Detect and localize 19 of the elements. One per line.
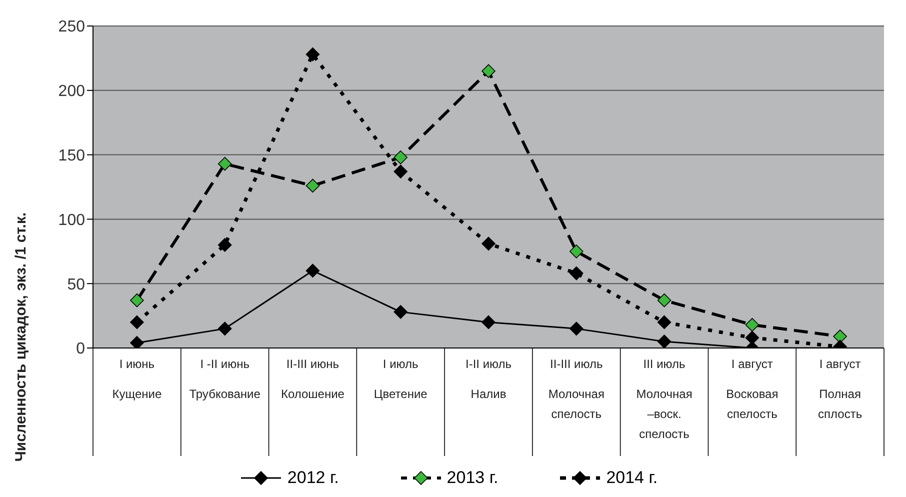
y-tick-label: 100 (58, 212, 86, 229)
category-label: I август Восковая спелость (726, 357, 778, 421)
y-tick-label: 0 (76, 340, 86, 358)
category-label: I -II июнь Трубкование (189, 357, 260, 401)
y-tick-label: 50 (67, 276, 86, 294)
category-label: III июль Молочная –воск. спелость (636, 357, 692, 441)
category-label: I-II июль Налив (465, 357, 512, 401)
category-label: II-III июль Молочная спелость (548, 357, 604, 421)
y-axis-title: Численность цикадок, экз. /1 ст.к. (12, 212, 30, 462)
y-tick-label: 150 (58, 147, 86, 164)
y-tick-label: 200 (58, 83, 86, 100)
category-label: I июль Цветение (374, 357, 428, 401)
legend-label: 2013 г. (446, 468, 498, 488)
legend-label: 2014 г. (606, 468, 658, 488)
category-label: I август Полная сплость (818, 357, 862, 421)
category-label: I июнь Кущение (112, 357, 162, 401)
y-tick-label: 250 (58, 18, 86, 36)
legend-label: 2012 г. (287, 468, 339, 488)
category-label: II-III июнь Колошение (280, 357, 344, 401)
